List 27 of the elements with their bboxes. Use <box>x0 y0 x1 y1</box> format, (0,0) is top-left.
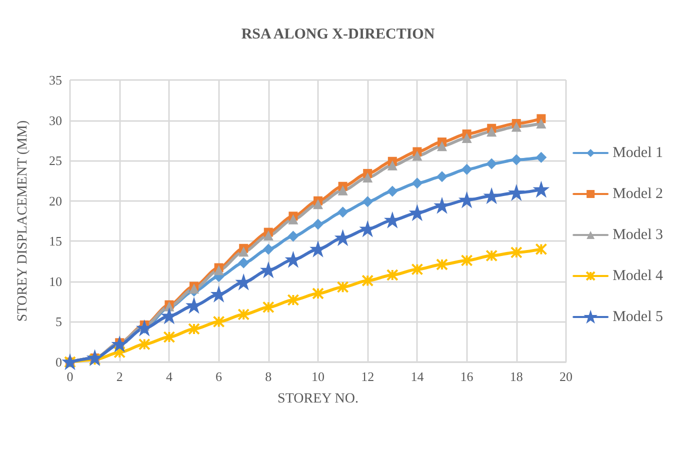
y-tick-label: 30 <box>49 112 62 128</box>
x-axis-title: STOREY NO. <box>278 392 358 406</box>
legend-label: Model 3 <box>612 227 664 243</box>
x-tick-label: 16 <box>460 369 474 384</box>
x-tick-label: 6 <box>216 369 223 384</box>
legend-label: Model 2 <box>612 186 664 202</box>
x-tick-label: 10 <box>312 369 324 384</box>
y-tick-label: 10 <box>49 274 62 289</box>
x-tick-label: 8 <box>265 369 272 384</box>
y-tick-label: 20 <box>49 193 62 208</box>
chart-title: RSA ALONG X-DIRECTION <box>241 26 435 42</box>
x-tick-label: 0 <box>66 369 74 384</box>
legend-label: Model 4 <box>612 268 664 284</box>
y-tick-label: 25 <box>49 153 62 168</box>
x-tick-label: 4 <box>166 369 173 384</box>
x-tick-label: 2 <box>116 369 123 384</box>
x-tick-label: 12 <box>361 369 374 384</box>
y-tick-label: 0 <box>56 354 62 370</box>
y-tick-label: 35 <box>49 72 62 88</box>
legend-label: Model 1 <box>612 145 664 161</box>
x-tick-label: 14 <box>410 369 424 384</box>
y-tick-label: 15 <box>49 234 62 249</box>
y-tick-label: 5 <box>56 314 62 330</box>
x-tick-label: 18 <box>510 369 523 384</box>
legend-label: Model 5 <box>612 309 664 325</box>
y-axis-title: STOREY DISPLACEMENT (MM) <box>16 120 30 322</box>
x-tick-label: 20 <box>560 369 572 384</box>
